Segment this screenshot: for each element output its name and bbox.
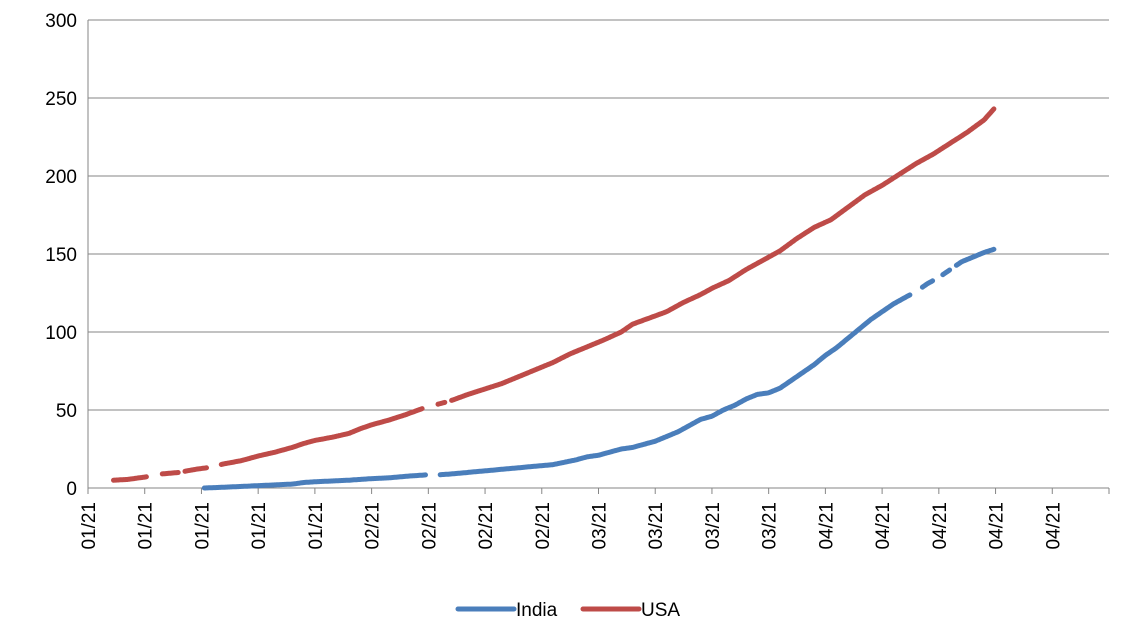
y-tick-label: 200 — [45, 167, 77, 188]
x-tick-label: 02/21 — [476, 502, 497, 550]
y-tick-label: 150 — [45, 245, 77, 266]
x-tick-label: 03/21 — [646, 502, 667, 550]
x-tick-label: 04/21 — [987, 502, 1008, 550]
x-tick-label: 01/21 — [79, 502, 100, 550]
x-tick-label: 02/21 — [363, 502, 384, 550]
legend: India USA — [455, 600, 680, 621]
x-tick-label: 01/21 — [136, 502, 157, 550]
x-tick-label: 04/21 — [816, 502, 837, 550]
y-tick-label: 50 — [56, 401, 77, 422]
x-tick-label: 02/21 — [419, 502, 440, 550]
x-tick-label: 04/21 — [1043, 502, 1064, 550]
x-tick-label: 03/21 — [760, 502, 781, 550]
x-axis-tick-labels: 01/21 01/21 01/21 01/21 01/21 02/21 02/21 02/21… — [79, 502, 1064, 550]
x-tick-label: 01/21 — [306, 502, 327, 550]
legend-label-india: India — [516, 600, 558, 621]
gridlines — [88, 19, 1109, 411]
x-tick-label: 03/21 — [590, 502, 611, 550]
x-tick-label: 04/21 — [873, 502, 894, 550]
axes — [87, 20, 1110, 494]
series-lines — [111, 106, 997, 491]
y-tick-label: 100 — [45, 323, 77, 344]
x-tick-label: 04/21 — [930, 502, 951, 550]
x-tick-label: 01/21 — [192, 502, 213, 550]
legend-label-usa: USA — [641, 600, 680, 621]
x-tick-label: 02/21 — [533, 502, 554, 550]
y-axis-tick-labels: 0 50 100 150 200 250 300 — [45, 11, 77, 500]
y-tick-label: 250 — [45, 89, 77, 110]
y-tick-label: 300 — [45, 11, 77, 32]
series-line-usa — [111, 106, 997, 483]
x-tick-label: 03/21 — [703, 502, 724, 550]
series-line-india — [201, 246, 997, 491]
x-tick-label: 01/21 — [249, 502, 270, 550]
y-tick-label: 0 — [66, 479, 77, 500]
